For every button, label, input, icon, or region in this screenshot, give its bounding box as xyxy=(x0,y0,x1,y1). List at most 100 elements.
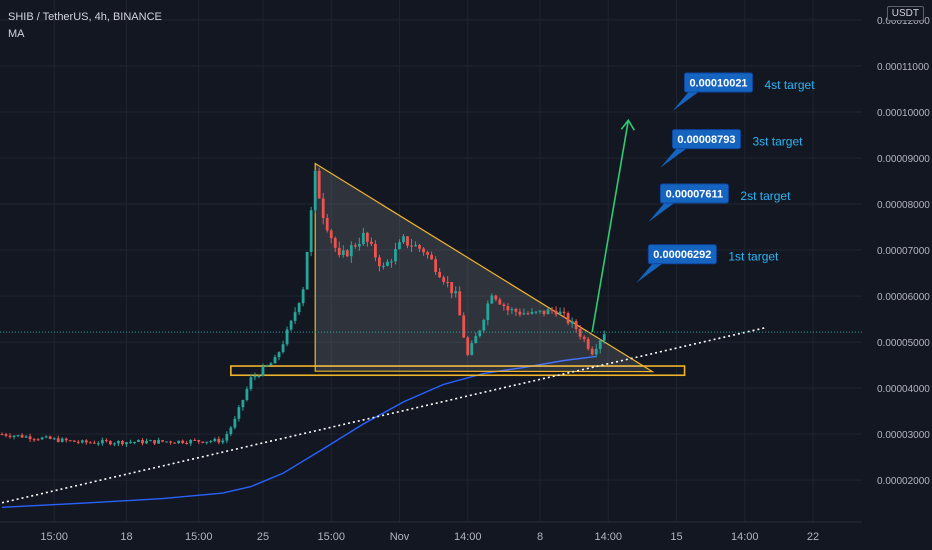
candle-body xyxy=(357,244,361,247)
candle-body xyxy=(345,250,349,257)
candle-body xyxy=(398,242,401,250)
candle-body xyxy=(430,254,434,260)
target-label: 4st target xyxy=(765,78,816,92)
candle-body xyxy=(406,236,409,246)
candle-body xyxy=(209,441,213,443)
breakout-arrow-head xyxy=(620,118,636,131)
candle-body xyxy=(333,238,337,248)
candle-body xyxy=(281,344,285,353)
breakout-arrow-shaft xyxy=(591,120,630,333)
time-tick-label: 15:00 xyxy=(317,531,345,543)
price-axis-bg xyxy=(862,0,932,550)
time-axis[interactable]: 15:00 18 15:00 25 15:00 Nov 14:00 8 14:00 15 14:00… xyxy=(0,521,862,550)
candle-body xyxy=(341,250,345,256)
candle-body xyxy=(466,337,470,355)
candle-body xyxy=(133,441,136,443)
candle-body xyxy=(365,232,369,242)
candle-body xyxy=(52,438,56,440)
candle-body xyxy=(157,440,160,444)
target-value: 0.00010021 xyxy=(689,78,747,90)
time-axis-bg xyxy=(0,522,862,550)
candle-body xyxy=(450,282,454,294)
target-label: 2st target xyxy=(740,189,791,203)
candle-body xyxy=(418,245,421,249)
target-pointer xyxy=(648,202,675,222)
indicator-label[interactable]: MA xyxy=(8,28,25,40)
candle-body xyxy=(369,241,373,244)
candle-body xyxy=(261,366,265,376)
candle-body xyxy=(506,306,510,311)
target-pointer xyxy=(636,263,663,283)
candle-body xyxy=(64,438,68,441)
candle-body xyxy=(422,248,425,253)
candle-body xyxy=(113,443,116,445)
candle-body xyxy=(141,439,144,444)
candle-body xyxy=(285,329,289,345)
trendline-layer xyxy=(1,327,766,504)
price-tick-label: 0.00008000 xyxy=(877,200,930,211)
candle-body xyxy=(337,247,341,256)
candle-body xyxy=(442,277,446,282)
candle-body xyxy=(317,170,321,199)
candle-body xyxy=(241,399,245,408)
candle-body xyxy=(361,232,365,245)
candle-body xyxy=(438,271,442,278)
candle-body xyxy=(92,442,96,444)
candle-body xyxy=(149,440,152,442)
candle-body xyxy=(522,313,526,315)
candle-body xyxy=(478,330,482,337)
candle-body xyxy=(32,439,36,441)
target-value-box xyxy=(684,72,754,93)
candle-body xyxy=(474,336,478,344)
candle-body xyxy=(510,309,514,311)
target-value-box xyxy=(659,183,729,204)
candle-body xyxy=(373,243,377,258)
candle-body xyxy=(386,261,389,266)
candle-body xyxy=(8,435,12,438)
candle-body xyxy=(185,443,189,445)
candle-body xyxy=(602,334,606,341)
time-tick-label: Nov xyxy=(390,531,410,543)
candle-body xyxy=(494,295,498,300)
candle-body xyxy=(117,440,120,444)
candle-body xyxy=(542,310,546,315)
candle-body xyxy=(353,245,357,247)
candle-body xyxy=(249,377,253,389)
currency-badge[interactable]: USDT xyxy=(886,6,924,21)
candle-body xyxy=(273,357,277,364)
candle-body xyxy=(562,311,566,314)
support-zone xyxy=(230,365,686,377)
candle-body xyxy=(165,441,169,443)
candle-body xyxy=(269,363,273,366)
candle-body xyxy=(378,257,381,267)
candle-body xyxy=(514,309,518,312)
candle-body xyxy=(297,303,301,313)
candle-body xyxy=(201,441,205,443)
candle-body xyxy=(237,407,241,419)
candle-body xyxy=(68,440,72,442)
price-tick-label: 0.00011000 xyxy=(877,62,930,73)
candle-body xyxy=(289,320,293,330)
candle-body xyxy=(598,340,602,349)
candle-body xyxy=(20,435,24,438)
candle-body xyxy=(454,291,458,294)
candle-body xyxy=(84,440,88,443)
candle-body xyxy=(169,441,173,443)
candle-body xyxy=(96,443,100,445)
time-tick-label: 22 xyxy=(807,531,819,543)
breakout-arrow-layer xyxy=(591,118,636,333)
candle-body xyxy=(526,313,530,315)
candle-body xyxy=(566,313,570,324)
price-axis[interactable]: 0.00012000 0.00011000 0.00010000 0.00009000… xyxy=(862,0,932,550)
candle-body xyxy=(482,319,486,331)
candle-body xyxy=(229,427,233,435)
price-tick-label: 0.00007000 xyxy=(877,246,930,257)
target-label: 3st target xyxy=(752,135,803,149)
candle-body xyxy=(446,281,450,283)
candle-body xyxy=(305,251,309,290)
candle-body xyxy=(434,259,438,272)
candle-body xyxy=(502,304,506,307)
dotted-trendline xyxy=(1,327,766,504)
candle-body xyxy=(109,441,112,445)
